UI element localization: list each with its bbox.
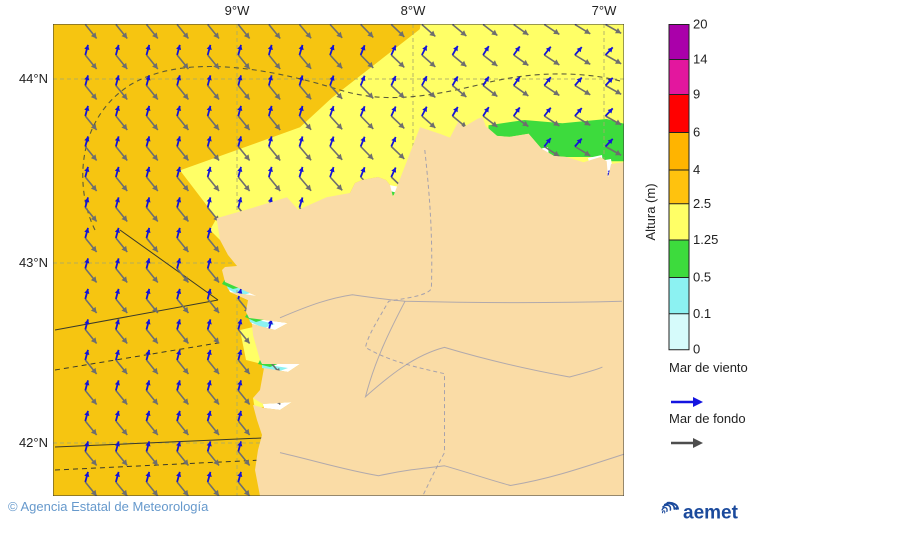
svg-text:0: 0 [693, 342, 700, 357]
svg-text:aemet: aemet [683, 503, 739, 524]
svg-text:© Agencia Estatal de Meteorolo: © Agencia Estatal de Meteorología [8, 499, 209, 514]
svg-text:9°W: 9°W [225, 3, 250, 18]
svg-text:0.1: 0.1 [693, 306, 711, 321]
svg-text:Altura (m): Altura (m) [643, 183, 658, 240]
svg-text:4: 4 [693, 162, 700, 177]
svg-text:43°N: 43°N [19, 255, 48, 270]
svg-text:7°W: 7°W [592, 3, 617, 18]
svg-text:44°N: 44°N [19, 71, 48, 86]
svg-text:0.5: 0.5 [693, 270, 711, 285]
svg-text:Mar de viento: Mar de viento [669, 360, 748, 375]
svg-text:42°N: 42°N [19, 435, 48, 450]
svg-text:6: 6 [693, 125, 700, 140]
svg-text:14: 14 [693, 52, 707, 67]
svg-text:2.5: 2.5 [693, 196, 711, 211]
svg-text:1.25: 1.25 [693, 232, 718, 247]
svg-text:9: 9 [693, 87, 700, 102]
svg-text:20: 20 [693, 17, 707, 32]
svg-text:Mar de fondo: Mar de fondo [669, 411, 746, 426]
svg-text:8°W: 8°W [401, 3, 426, 18]
